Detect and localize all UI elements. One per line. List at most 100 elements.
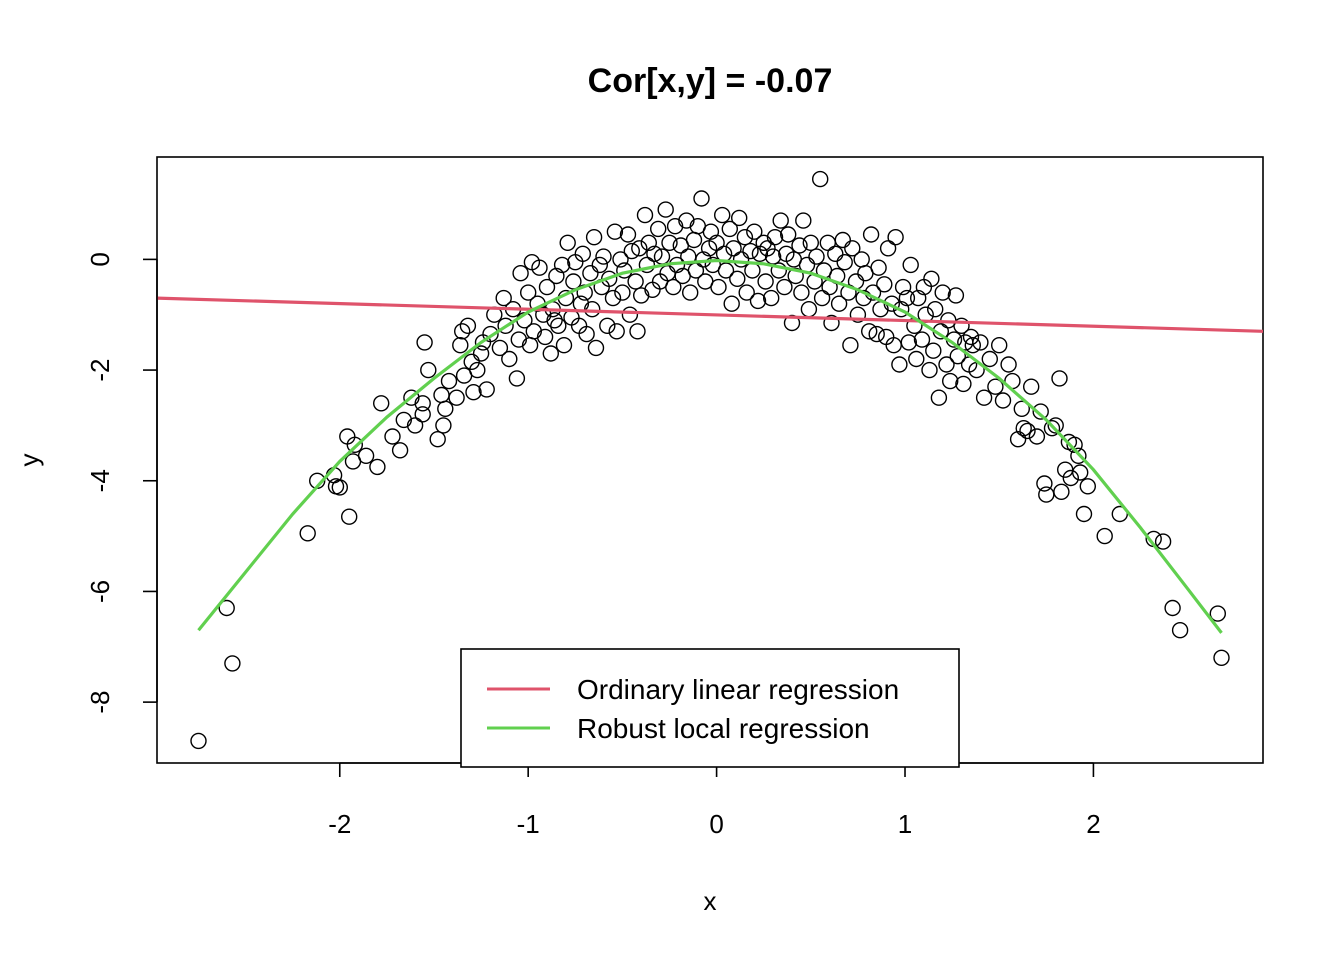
data-point bbox=[403, 389, 420, 406]
data-point bbox=[1051, 370, 1068, 387]
data-point bbox=[717, 262, 735, 279]
data-point bbox=[555, 337, 573, 354]
data-point bbox=[1032, 403, 1049, 420]
data-point bbox=[420, 361, 437, 379]
data-point bbox=[1043, 420, 1061, 437]
data-point bbox=[714, 206, 731, 224]
data-point bbox=[646, 245, 663, 263]
data-point bbox=[955, 375, 972, 393]
data-point bbox=[898, 289, 916, 307]
data-point bbox=[1000, 356, 1017, 373]
data-point bbox=[459, 317, 477, 334]
data-point bbox=[482, 325, 499, 343]
data-point bbox=[868, 325, 885, 343]
data-point bbox=[331, 479, 348, 496]
data-point bbox=[964, 337, 981, 354]
data-point bbox=[887, 228, 904, 246]
y-tick-label: -2 bbox=[85, 359, 115, 382]
data-point bbox=[987, 378, 1004, 395]
data-point bbox=[218, 599, 235, 617]
data-point bbox=[548, 267, 565, 285]
data-point bbox=[759, 240, 776, 257]
data-point bbox=[1038, 486, 1055, 503]
data-point bbox=[770, 262, 787, 279]
data-point bbox=[744, 262, 761, 279]
data-point bbox=[416, 334, 433, 351]
y-axis-label: y bbox=[14, 454, 44, 467]
data-point bbox=[448, 389, 465, 406]
data-point bbox=[731, 209, 748, 227]
data-point bbox=[678, 212, 695, 229]
data-point bbox=[414, 406, 431, 423]
data-point bbox=[384, 428, 401, 445]
data-point bbox=[341, 508, 358, 525]
data-point bbox=[501, 350, 518, 368]
data-point bbox=[478, 381, 495, 398]
data-point bbox=[299, 525, 316, 542]
data-point bbox=[587, 339, 605, 357]
data-point bbox=[535, 306, 552, 323]
data-point bbox=[437, 400, 454, 417]
data-point bbox=[585, 228, 603, 246]
data-point bbox=[763, 289, 780, 307]
data-point bbox=[708, 234, 725, 252]
y-axis: 0 -2 -4 -6 -8 bbox=[85, 252, 158, 714]
data-point bbox=[780, 226, 797, 243]
data-point bbox=[414, 395, 431, 412]
data-point bbox=[373, 395, 390, 412]
data-point bbox=[631, 240, 648, 257]
data-point bbox=[849, 306, 867, 323]
data-point bbox=[795, 212, 812, 229]
data-point bbox=[927, 301, 944, 318]
data-point bbox=[1066, 436, 1083, 453]
data-point bbox=[925, 342, 942, 359]
data-point bbox=[491, 339, 509, 357]
data-point bbox=[429, 431, 446, 448]
data-point bbox=[1009, 431, 1027, 448]
data-point bbox=[819, 234, 836, 252]
data-point bbox=[608, 323, 625, 340]
data-point bbox=[520, 284, 537, 301]
y-tick-label: -8 bbox=[85, 691, 115, 714]
data-point bbox=[629, 323, 646, 340]
x-tick-label: 1 bbox=[898, 809, 912, 839]
data-point bbox=[742, 242, 759, 260]
data-point bbox=[861, 323, 878, 340]
data-point bbox=[591, 256, 608, 274]
x-axis: -2 -1 0 1 2 bbox=[328, 762, 1101, 839]
data-point bbox=[512, 265, 529, 282]
data-point bbox=[640, 234, 657, 252]
data-point bbox=[930, 389, 948, 406]
data-point bbox=[894, 278, 912, 296]
legend-box bbox=[460, 648, 960, 768]
y-tick-label: 0 bbox=[85, 252, 115, 266]
data-point bbox=[749, 292, 767, 310]
data-point bbox=[802, 234, 819, 252]
data-point bbox=[921, 361, 938, 379]
legend-label-robust: Robust local regression bbox=[577, 713, 870, 744]
data-point bbox=[433, 386, 450, 404]
data-point bbox=[665, 278, 682, 296]
data-point bbox=[682, 284, 699, 301]
data-point bbox=[452, 337, 469, 354]
data-point bbox=[1062, 469, 1080, 487]
x-tick-label: -1 bbox=[517, 809, 540, 839]
data-point bbox=[862, 226, 880, 243]
data-point bbox=[584, 301, 601, 318]
data-point bbox=[465, 384, 482, 401]
data-point bbox=[391, 442, 409, 459]
data-point bbox=[627, 273, 644, 290]
data-point bbox=[1075, 505, 1093, 523]
data-point bbox=[757, 273, 774, 290]
data-point bbox=[1022, 378, 1040, 395]
data-point bbox=[910, 289, 927, 307]
data-point bbox=[830, 295, 848, 312]
data-point bbox=[472, 345, 490, 362]
y-tick-label: -4 bbox=[85, 469, 115, 492]
data-point bbox=[879, 240, 897, 257]
data-point bbox=[623, 242, 640, 260]
data-point bbox=[521, 337, 539, 354]
data-point bbox=[766, 228, 784, 246]
data-point bbox=[1028, 428, 1046, 445]
data-point bbox=[870, 259, 887, 276]
